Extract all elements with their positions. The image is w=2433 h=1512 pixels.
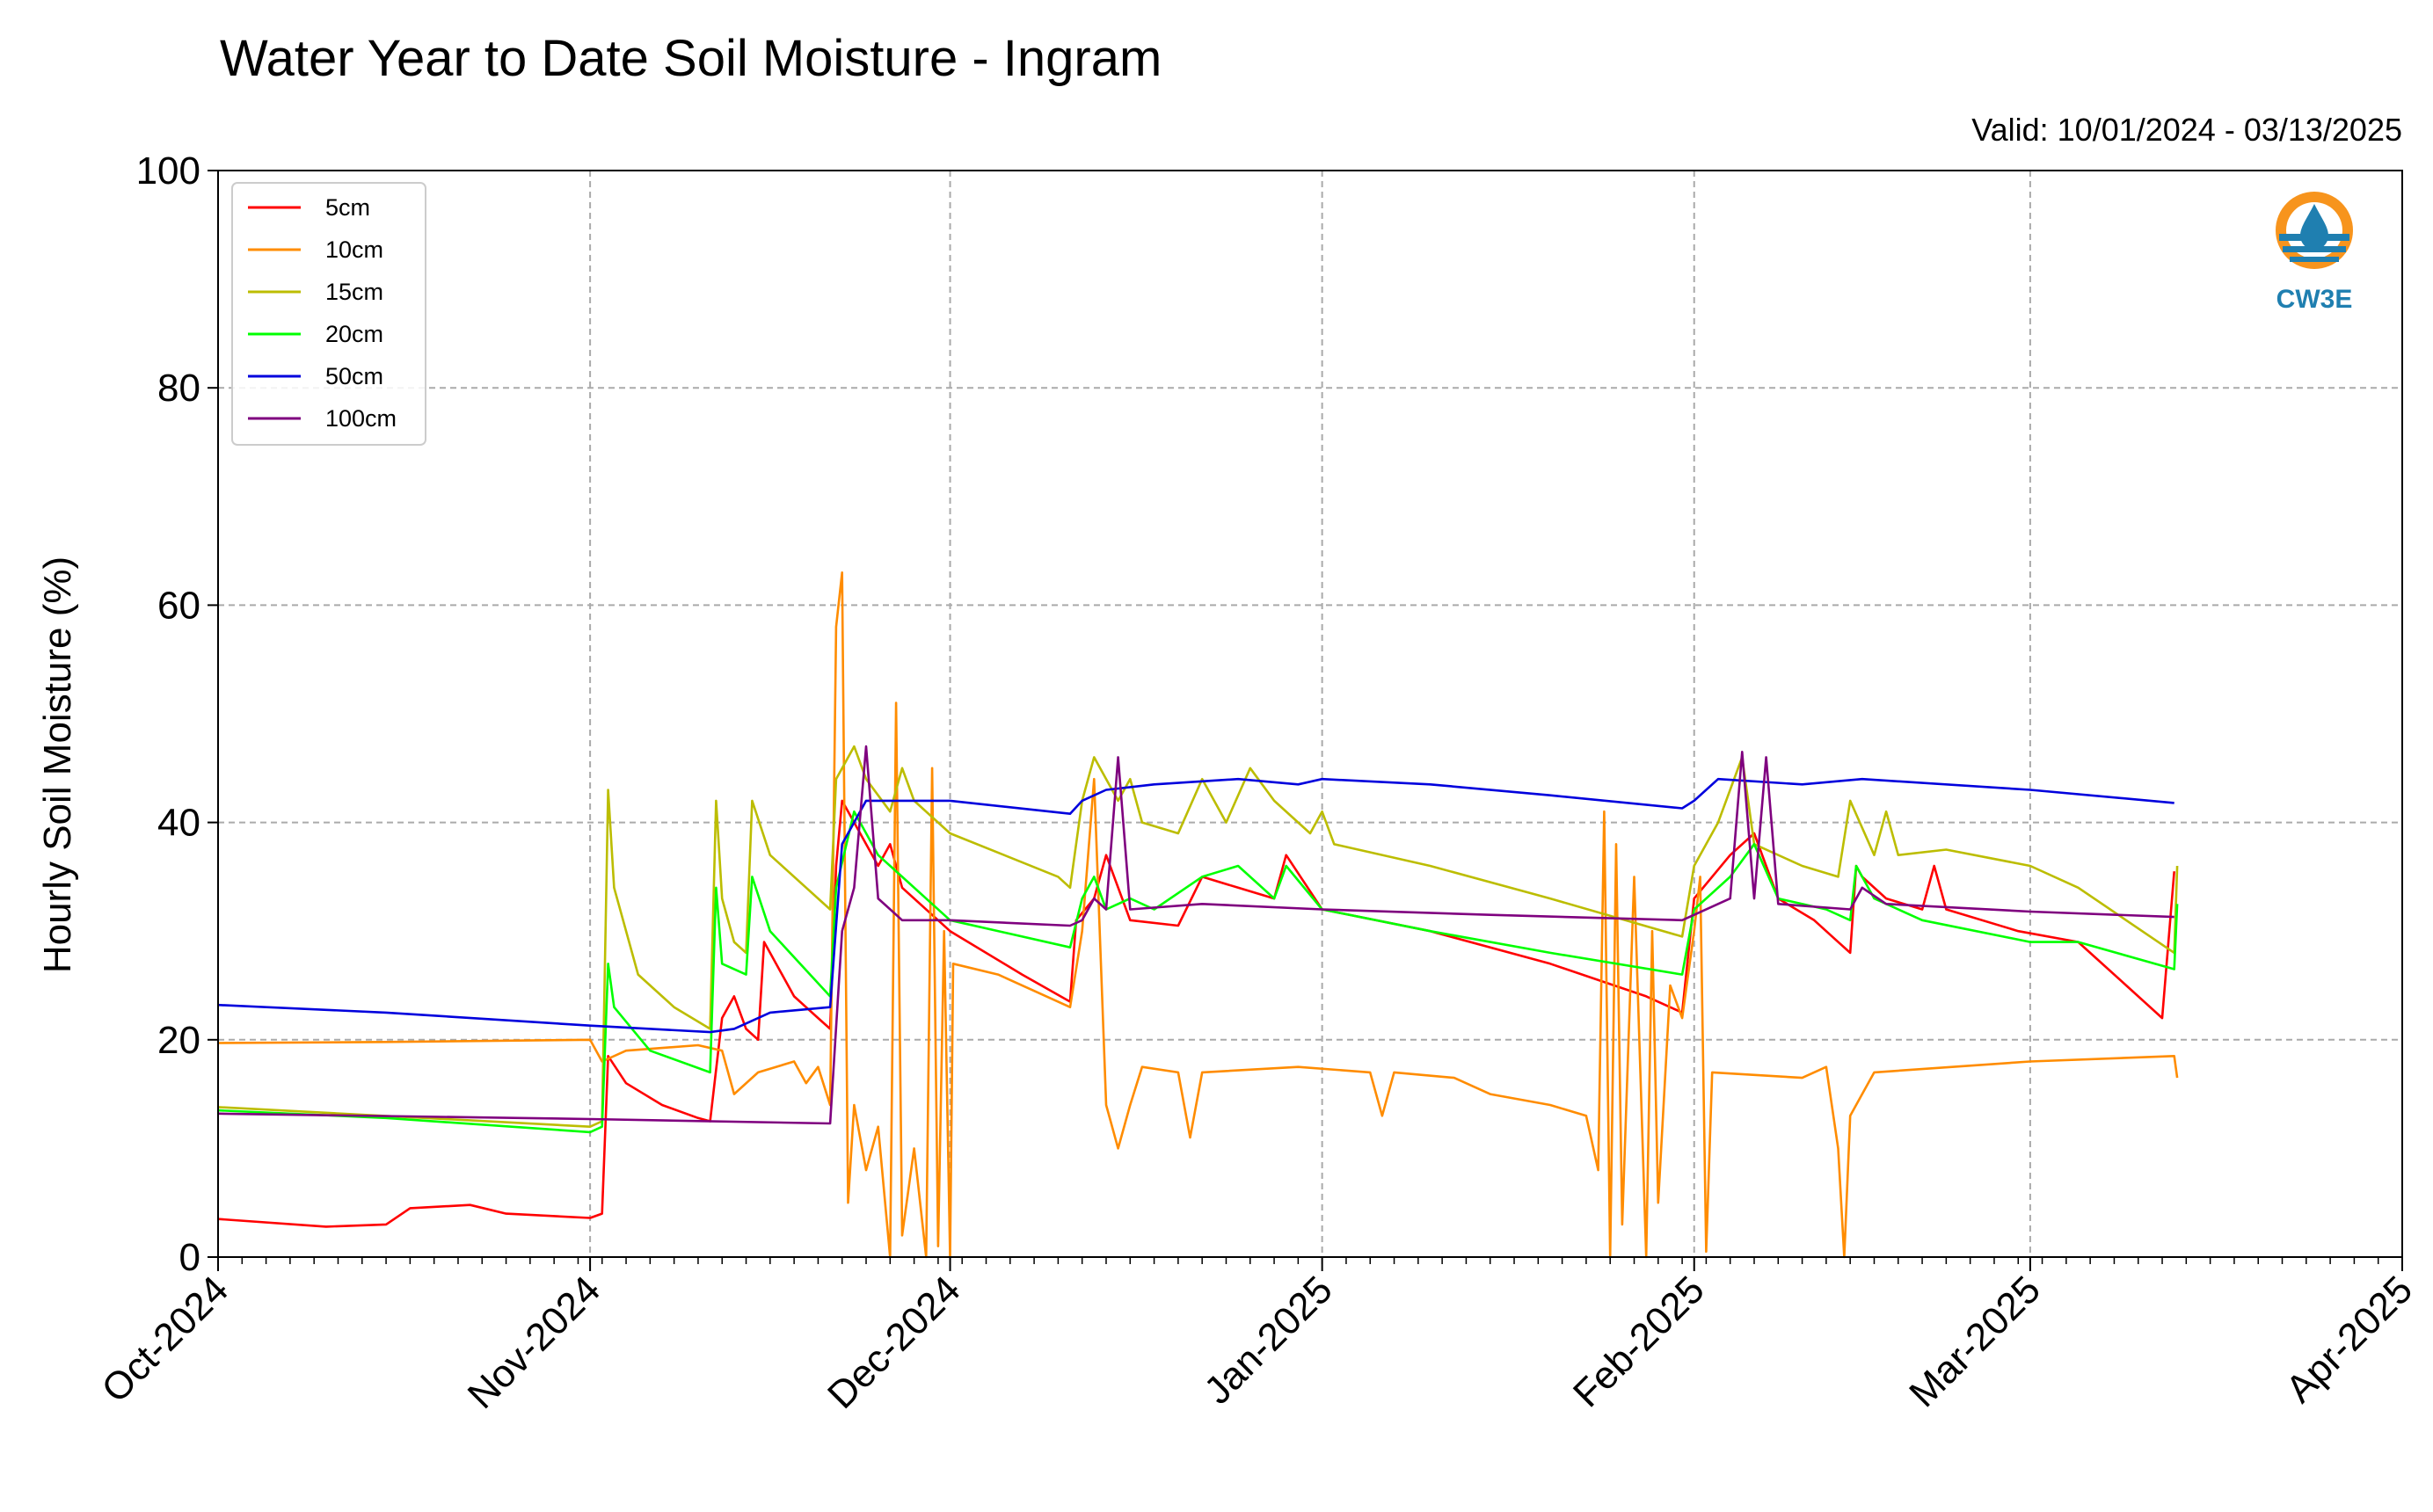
cw3e-logo: CW3E: [2276, 192, 2353, 314]
plot-frame: [217, 170, 2403, 1258]
x-tick-label: Oct-2024: [93, 1268, 237, 1411]
series-line-15cm: [217, 745, 2179, 1128]
x-tick-label: Jan-2025: [1196, 1268, 1340, 1412]
series-line-5cm: [217, 799, 2175, 1228]
series-line-20cm: [217, 810, 2179, 1134]
series-line-100cm: [217, 745, 2174, 1125]
legend-label: 50cm: [325, 363, 383, 389]
x-tick-label: Mar-2025: [1901, 1268, 2049, 1415]
chart-subtitle: Valid: 10/01/2024 - 03/13/2025: [1971, 112, 2402, 148]
legend-label: 100cm: [325, 405, 397, 432]
axes: 0 20 40 60 80 100 Oct-2024 Nov-2024 Dec-2024 Jan-…: [93, 149, 2421, 1417]
logo-text: CW3E: [2276, 285, 2353, 314]
y-tick-label: 60: [157, 584, 200, 627]
legend-label: 20cm: [325, 321, 383, 347]
x-tick-label: Dec-2024: [819, 1268, 969, 1417]
x-tick-label: Feb-2025: [1565, 1268, 1713, 1415]
series-line-10cm: [217, 571, 2179, 1259]
y-tick-label: 0: [179, 1236, 200, 1279]
legend-label: 5cm: [325, 194, 370, 221]
grid-lines: [218, 171, 2402, 1257]
x-tick-label: Apr-2025: [2277, 1268, 2421, 1411]
y-tick-label: 40: [157, 802, 200, 845]
y-tick-label: 80: [157, 367, 200, 410]
y-tick-label: 20: [157, 1019, 200, 1062]
legend: 5cm 10cm 15cm 20cm 50cm 100cm: [231, 182, 426, 446]
cw3e-water-drop-logo-icon: [2276, 192, 2353, 269]
legend-label: 10cm: [325, 236, 383, 263]
y-axis-label: Hourly Soil Moisture (%): [36, 556, 79, 973]
series-line-50cm: [217, 777, 2174, 1034]
x-tick-label: Nov-2024: [460, 1268, 609, 1417]
series-lines: [217, 571, 2179, 1259]
y-tick-label: 100: [136, 149, 200, 193]
chart-title: Water Year to Date Soil Moisture - Ingra…: [220, 30, 1162, 87]
legend-label: 15cm: [325, 279, 383, 305]
